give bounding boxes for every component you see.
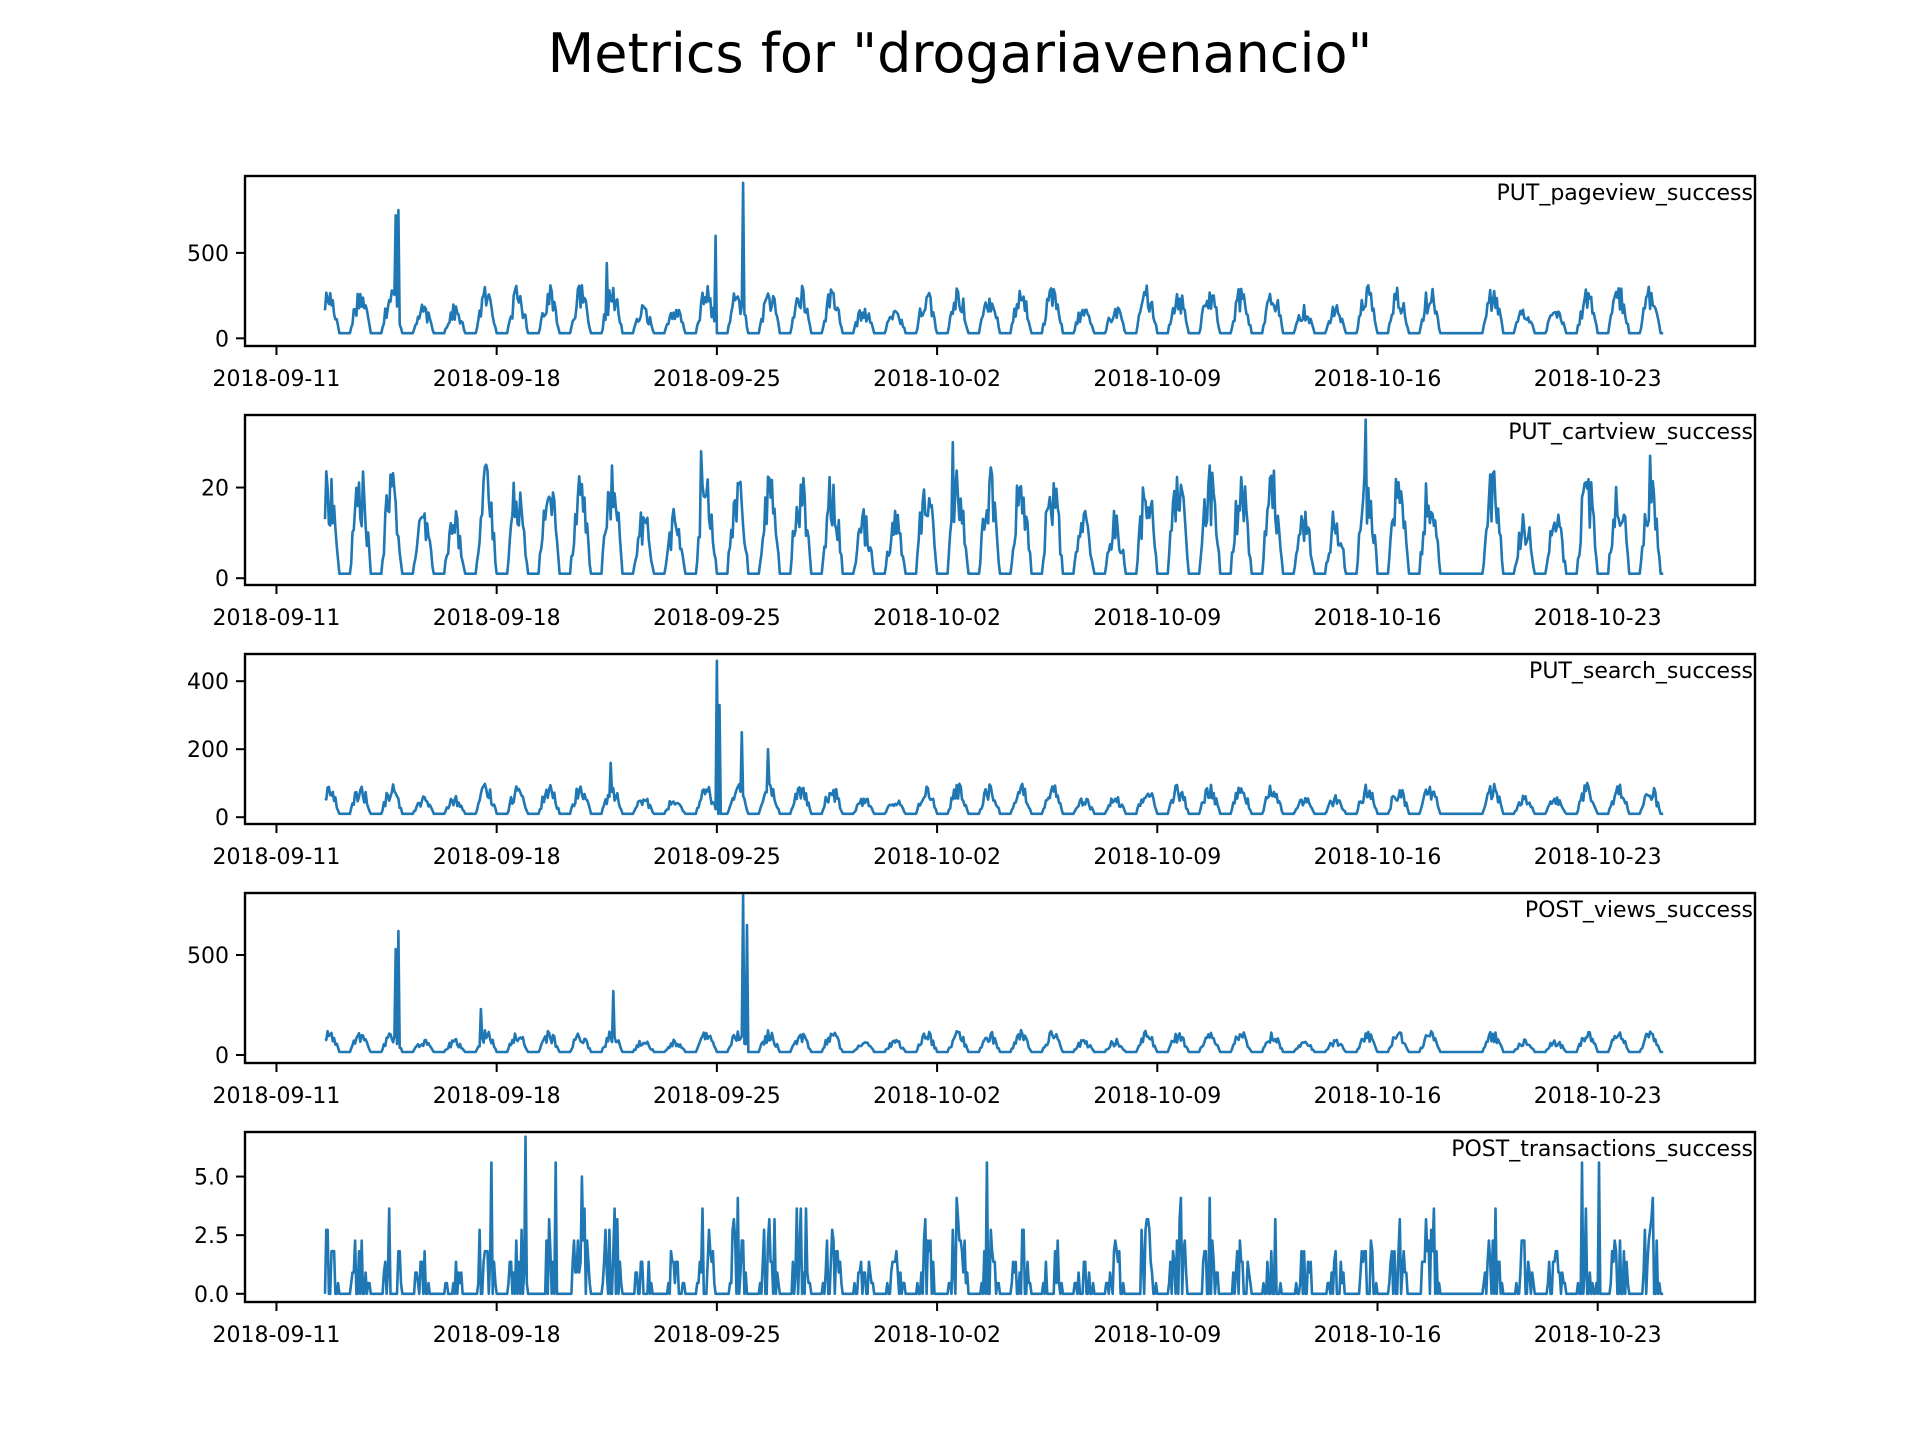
x-tick-label: 2018-10-09 [1093,1084,1221,1109]
series-name-label: PUT_pageview_success [1497,181,1753,206]
axes-frame [243,1130,1757,1304]
x-tick-label: 2018-09-11 [213,845,341,870]
x-tick-label: 2018-10-02 [873,845,1001,870]
x-tick-label: 2018-10-23 [1534,367,1662,392]
x-tick-label: 2018-10-02 [873,1084,1001,1109]
series-name-label: POST_views_success [1525,898,1753,923]
axes-frame [243,891,1757,1065]
x-tick-label: 2018-10-16 [1314,1323,1442,1348]
x-tick-label: 2018-10-02 [873,367,1001,392]
x-tick-label: 2018-10-23 [1534,1323,1662,1348]
subplots: 2018-09-11 2018-09-18 2018-09-25 2018-10-02… [187,174,1757,1348]
x-tick-label: 2018-10-16 [1314,1084,1442,1109]
x-tick-label: 2018-10-16 [1314,845,1442,870]
x-tick-label: 2018-09-11 [213,1084,341,1109]
subplot-2: 2018-09-11 2018-09-18 2018-09-25 2018-10-02… [201,413,1757,631]
x-tick-label: 2018-10-16 [1314,367,1442,392]
x-tick-label: 2018-10-02 [873,606,1001,631]
x-tick-label: 2018-09-11 [213,1323,341,1348]
series-name-label: POST_transactions_success [1451,1137,1753,1162]
subplot-5: 2018-09-11 2018-09-18 2018-09-25 2018-10-02… [194,1130,1757,1348]
x-tick-label: 2018-09-18 [433,845,561,870]
axes-frame [243,413,1757,587]
y-tick-label: 0 [215,1044,229,1069]
x-tick-label: 2018-09-18 [433,1084,561,1109]
series-line [324,893,1664,1054]
x-tick-label: 2018-10-23 [1534,1084,1662,1109]
x-tick-label: 2018-10-09 [1093,367,1221,392]
x-tick-label: 2018-10-23 [1534,606,1662,631]
x-tick-label: 2018-10-09 [1093,845,1221,870]
y-tick-label: 500 [187,944,229,969]
x-tick-label: 2018-09-25 [653,606,781,631]
x-tick-label: 2018-09-18 [433,1323,561,1348]
subplot-3: 2018-09-11 2018-09-18 2018-09-25 2018-10-02… [187,652,1757,870]
x-tick-label: 2018-10-09 [1093,1323,1221,1348]
figure-title: Metrics for "drogariavenancio" [548,22,1373,85]
x-tick-label: 2018-09-25 [653,845,781,870]
x-tick-label: 2018-10-23 [1534,845,1662,870]
axes-frame [243,652,1757,826]
axes-frame [243,174,1757,348]
series-line [324,659,1664,816]
y-tick-label: 0.0 [194,1283,229,1308]
x-tick-label: 2018-10-02 [873,1323,1001,1348]
series-name-label: PUT_cartview_success [1508,420,1753,445]
x-tick-label: 2018-10-09 [1093,606,1221,631]
x-tick-label: 2018-09-11 [213,367,341,392]
x-tick-label: 2018-09-18 [433,606,561,631]
x-tick-label: 2018-10-16 [1314,606,1442,631]
y-tick-label: 5.0 [194,1166,229,1191]
x-tick-label: 2018-09-25 [653,1323,781,1348]
y-tick-label: 200 [187,738,229,763]
series-line [323,181,1664,335]
series-name-label: PUT_search_success [1529,659,1753,684]
series-line [323,418,1664,575]
y-tick-label: 2.5 [194,1224,229,1249]
series-line [323,1135,1664,1296]
y-tick-label: 400 [187,670,229,695]
y-tick-label: 0 [215,327,229,352]
x-tick-label: 2018-09-11 [213,606,341,631]
x-tick-label: 2018-09-18 [433,367,561,392]
subplot-1: 2018-09-11 2018-09-18 2018-09-25 2018-10-02… [187,174,1757,392]
y-tick-label: 20 [201,477,229,502]
y-tick-label: 500 [187,242,229,267]
y-tick-label: 0 [215,806,229,831]
subplot-4: 2018-09-11 2018-09-18 2018-09-25 2018-10-02… [187,891,1757,1109]
y-tick-label: 0 [215,567,229,592]
x-tick-label: 2018-09-25 [653,1084,781,1109]
x-tick-label: 2018-09-25 [653,367,781,392]
